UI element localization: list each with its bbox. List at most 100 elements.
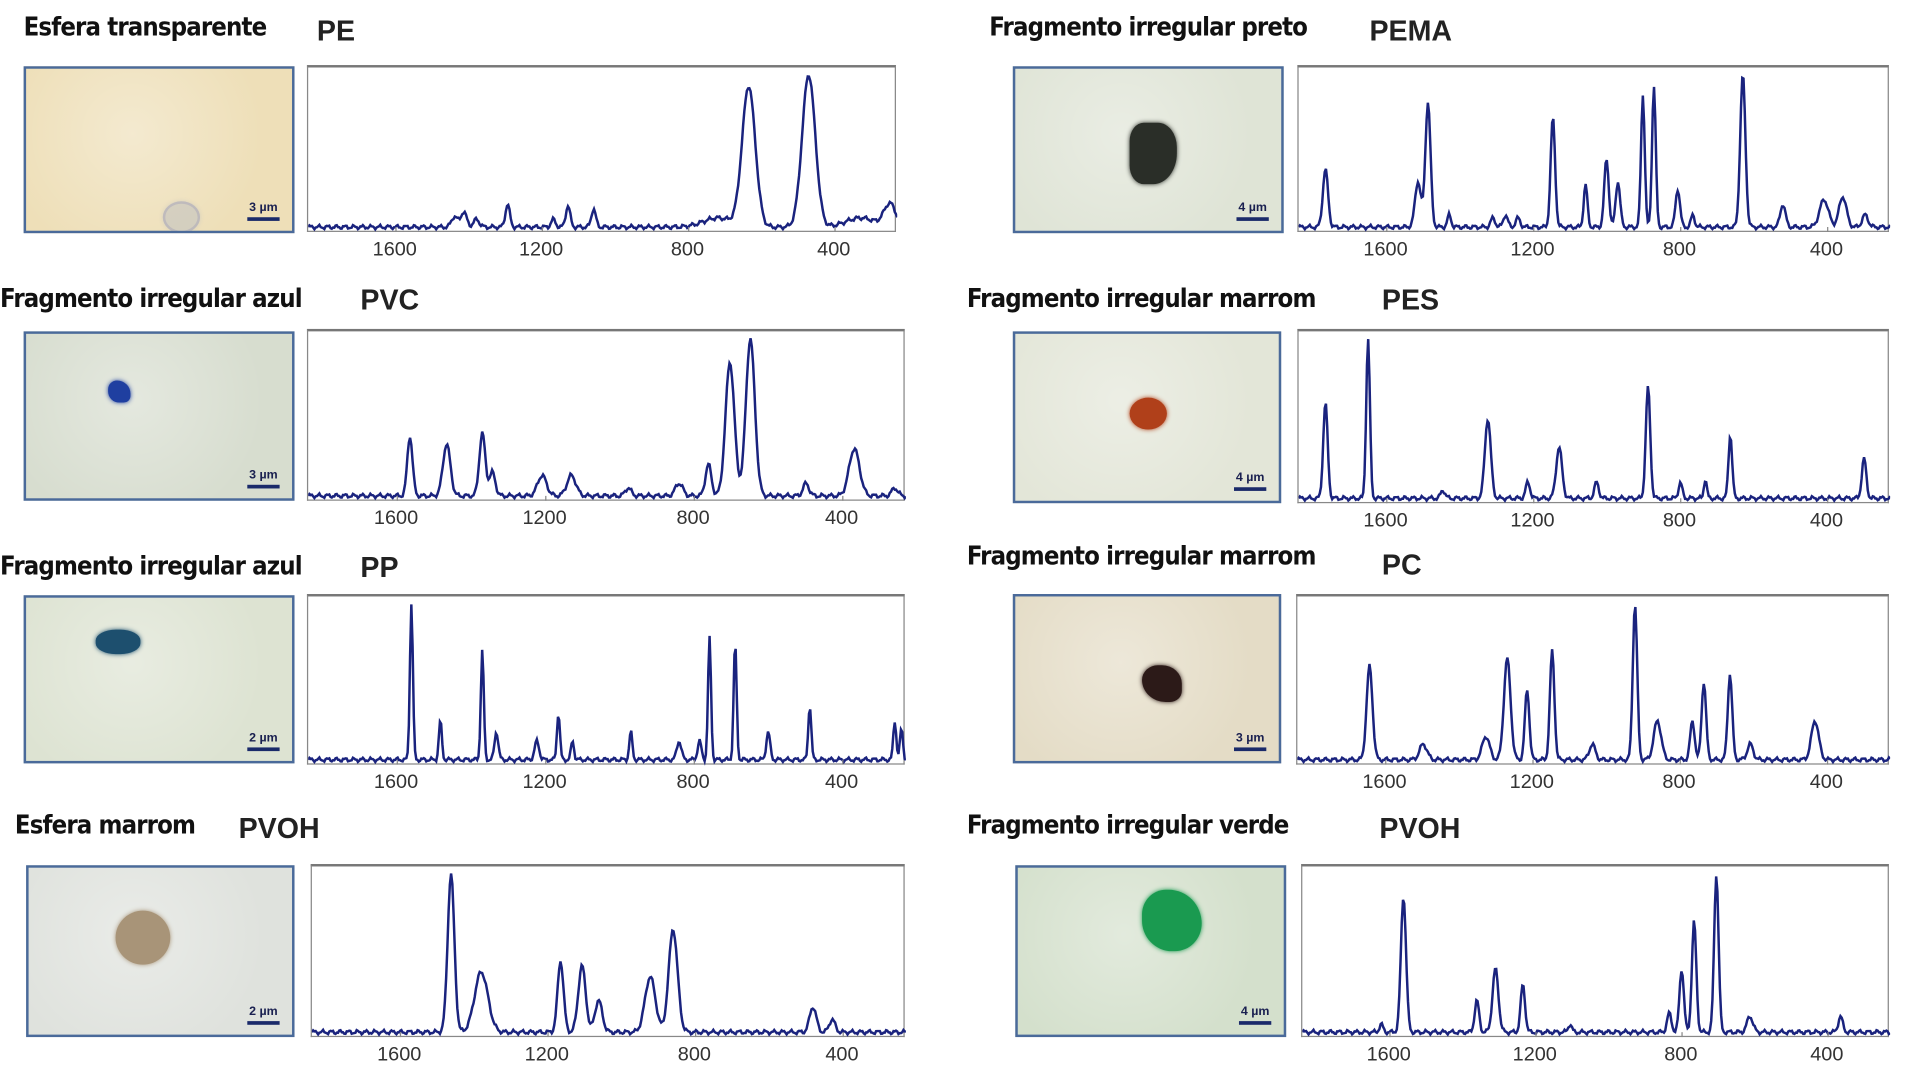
spectrum-line [308,75,898,232]
spectrum-svg [308,604,906,766]
scale-bar: 2 µm [247,1005,280,1025]
scale-bar: 4 µm [1234,471,1267,491]
panel-title: Fragmento irregular marrom [966,283,1317,313]
x-tick-label: 400 [824,508,859,529]
spectrum-plot [1297,328,1891,504]
scale-bar: 3 µm [247,468,280,489]
micrograph-image: 4 µm [1012,331,1282,504]
x-tick-label: 800 [1662,771,1696,793]
scale-bar-line [1236,217,1269,221]
x-tick-label: 1600 [1366,1044,1411,1066]
scale-bar-line [247,484,280,489]
panel-title: Esfera transparente [23,12,268,42]
spectrum-plot [306,328,906,501]
micrograph-image: 3 µm [23,66,295,234]
x-tick-label: 400 [817,239,851,261]
panel-title: Fragmento irregular azul [0,283,303,313]
x-tick-label: 800 [1662,510,1697,532]
scale-bar-label: 4 µm [1240,1005,1270,1019]
x-tick-label: 1200 [522,508,567,529]
scale-bar-label: 3 µm [1235,731,1265,745]
particle [1129,397,1167,430]
scale-bar: 3 µm [247,201,280,221]
scale-bar-label: 4 µm [1235,471,1265,485]
x-tick-label: 800 [676,508,710,529]
x-tick-label: 1200 [524,1044,569,1066]
x-tick-label: 400 [1810,1044,1844,1066]
scale-bar-label: 4 µm [1238,201,1267,215]
micrograph-image: 3 µm [1012,594,1282,764]
x-tick-label: 400 [824,771,859,793]
particle [108,380,131,403]
panel-title: Fragmento irregular preto [989,12,1308,42]
spectrum-svg [1302,876,1891,1038]
scale-bar-line [247,217,280,221]
particle [1129,122,1177,185]
x-tick-label: 1600 [373,771,419,793]
spectrum-line [308,337,906,501]
x-tick-label: 1200 [1509,771,1554,793]
scale-bar-line [1234,487,1267,491]
polymer-label: PE [316,14,356,47]
polymer-label: PVOH [1379,812,1461,845]
polymer-label: PC [1381,548,1422,581]
x-tick-label: 1600 [377,1044,422,1066]
spectrum-line [308,604,906,766]
x-tick-label: 1200 [1510,510,1555,532]
polymer-label: PEMA [1369,14,1453,47]
panel-title: Esfera marrom [14,810,196,840]
x-tick-label: 800 [1662,239,1697,261]
spectrum-line [1302,876,1891,1037]
spectrum-plot [1297,65,1891,232]
scale-bar-label: 3 µm [249,201,278,215]
spectrum-line [311,873,906,1037]
x-tick-label: 400 [825,1044,859,1066]
micrograph-image: 3 µm [23,331,295,501]
panel-title: Fragmento irregular marrom [966,541,1317,571]
spectrum-svg [1298,75,1891,232]
x-tick-label: 400 [1809,510,1844,532]
scale-bar: 4 µm [1238,1005,1272,1025]
polymer-label: PP [360,551,399,583]
spectrum-svg [308,75,898,232]
x-tick-label: 400 [1809,771,1843,793]
spectrum-plot [310,864,906,1038]
x-tick-label: 1600 [373,508,419,529]
spectrum-svg [311,873,906,1038]
x-tick-label: 800 [676,771,710,793]
spectrum-plot [306,65,898,232]
spectrum-svg [308,337,906,501]
x-tick-label: 800 [670,239,705,261]
particle [162,201,201,231]
spectrum-line [1298,339,1891,503]
x-tick-label: 400 [1809,239,1844,261]
x-tick-label: 800 [1664,1044,1698,1066]
polymer-label: PVOH [238,812,320,845]
polymer-label: PVC [360,283,420,316]
micrograph-image: 4 µm [1012,66,1284,234]
spectrum-plot [1296,594,1891,765]
scale-bar-label: 2 µm [249,1005,278,1019]
spectrum-svg [1297,606,1891,765]
polymer-label: PES [1381,283,1440,316]
scale-bar: 2 µm [247,731,280,752]
x-tick-label: 800 [677,1044,711,1066]
scale-bar-line [247,747,280,752]
scale-bar: 3 µm [1234,731,1267,752]
micrograph-image: 2 µm [26,865,295,1038]
spectrum-svg [1298,339,1891,504]
particle [95,629,141,655]
panel-title: Fragmento irregular azul [0,551,303,581]
spectrum-plot [1301,864,1891,1038]
scale-bar-line [1234,747,1267,752]
micrograph-image: 2 µm [23,595,295,764]
spectrum-line [1298,75,1891,232]
particle [1142,665,1182,703]
x-tick-label: 1200 [1510,239,1555,261]
scale-bar-label: 3 µm [249,468,278,483]
micrograph-image: 4 µm [1015,865,1287,1038]
x-tick-label: 1600 [1363,239,1408,261]
particle [115,910,171,965]
scale-bar-label: 2 µm [249,731,278,745]
